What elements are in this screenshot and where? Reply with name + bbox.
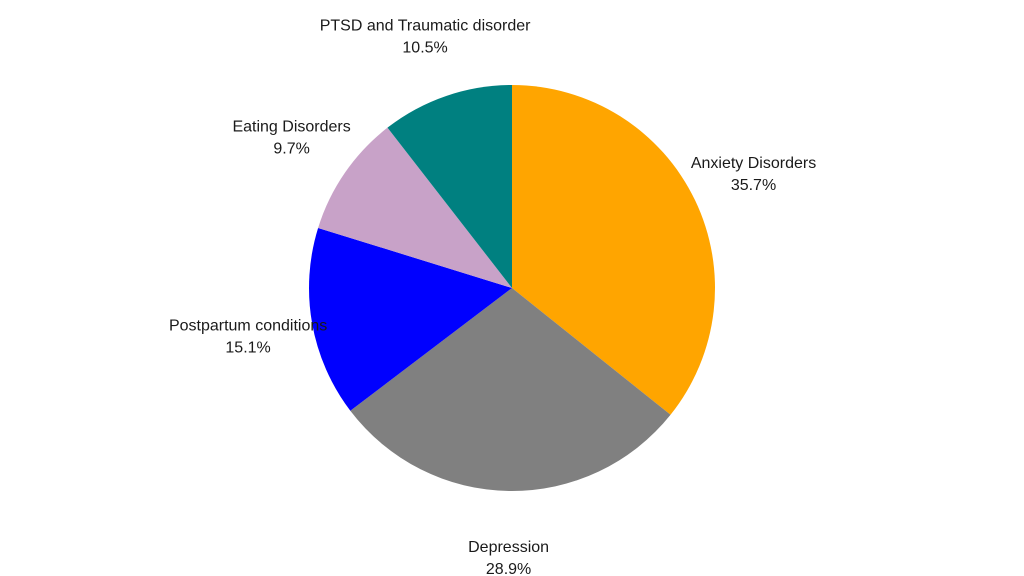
pie-labels: Anxiety Disorders 35.7% Depression 28.9% Pos… [169,18,816,576]
pie-label-0: Anxiety Disorders 35.7% [691,155,816,194]
slice-label-name: Depression [468,539,549,556]
pie-label-3: Eating Disorders 9.7% [232,119,350,158]
slice-label-value: 35.7% [731,177,776,194]
pie-slice-depression [350,288,671,491]
slice-label-name: Anxiety Disorders [691,155,816,172]
slice-label-value: 9.7% [273,141,309,158]
pie-label-2: Postpartum conditions 15.1% [169,318,327,357]
slice-label-name: Eating Disorders [232,119,350,136]
pie-label-4: PTSD and Traumatic disorder 10.5% [320,18,531,57]
pie-slices [309,85,715,491]
slice-label-value: 10.5% [402,40,447,57]
pie-label-1: Depression 28.9% [468,539,549,576]
pie-slice-eating-disorders [318,127,512,289]
slice-label-value: 15.1% [225,340,270,357]
pie-slice-ptsd-and-traumatic-disorder [387,85,512,288]
slice-label-name: PTSD and Traumatic disorder [320,18,531,35]
slice-label-name: Postpartum conditions [169,318,327,335]
pie-slice-anxiety-disorders [512,85,715,415]
pie-slice-postpartum-conditions [309,227,512,411]
slice-label-value: 28.9% [486,561,531,576]
